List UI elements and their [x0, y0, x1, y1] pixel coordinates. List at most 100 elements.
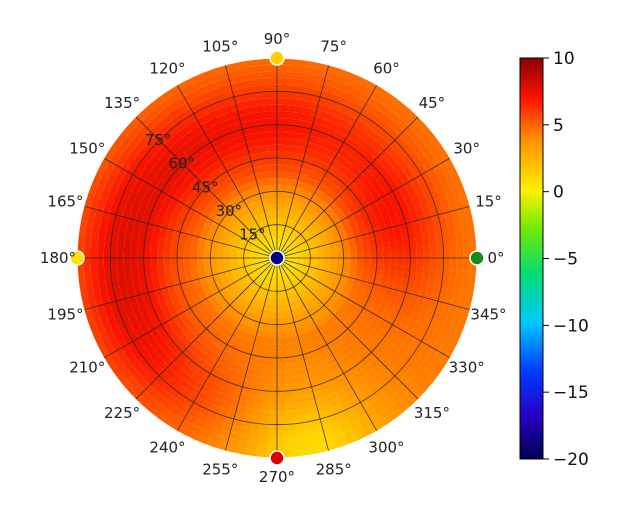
heat-cell — [170, 263, 178, 271]
heat-cell — [215, 193, 224, 203]
heat-cell — [276, 164, 282, 172]
heat-cell — [197, 290, 207, 299]
heat-cell — [257, 376, 266, 385]
heat-cell — [239, 192, 247, 201]
azimuth-label: 45° — [419, 94, 446, 112]
heat-cell — [285, 267, 291, 274]
heat-cell — [408, 270, 417, 280]
heat-cell — [120, 216, 129, 228]
heat-cell — [152, 225, 162, 235]
heat-cell — [268, 417, 279, 425]
heat-cell — [206, 192, 216, 201]
heat-cell — [277, 244, 280, 252]
heat-cell — [290, 228, 296, 236]
heat-cell — [305, 107, 317, 117]
heat-cell — [296, 274, 304, 281]
heat-cell — [274, 244, 276, 252]
heat-cell — [376, 251, 384, 258]
heat-cell — [303, 120, 314, 130]
heat-cell — [278, 271, 281, 278]
heat-cell — [204, 312, 214, 322]
heat-cell — [289, 249, 296, 254]
heat-cell — [298, 305, 305, 313]
heat-cell — [255, 71, 268, 80]
heat-cell — [334, 287, 343, 295]
heat-cell — [253, 362, 262, 371]
heat-cell — [261, 274, 267, 281]
heat-cell — [252, 194, 259, 203]
heat-cell — [163, 252, 171, 260]
heat-cell — [410, 249, 417, 258]
heat-cell — [266, 317, 272, 325]
heat-cell — [217, 248, 225, 253]
heat-cell — [230, 281, 239, 288]
heat-cell — [244, 232, 252, 239]
heat-cell — [118, 281, 128, 293]
heat-cell — [250, 259, 258, 262]
heat-cell — [356, 248, 364, 254]
heat-cell — [333, 310, 343, 320]
heat-cell — [255, 132, 265, 140]
heat-cell — [203, 287, 213, 296]
heat-cell — [236, 232, 244, 239]
heat-cell — [84, 277, 93, 291]
heat-cell — [236, 178, 245, 188]
heat-cell — [343, 253, 351, 258]
heat-cell — [318, 288, 326, 296]
heat-cell — [265, 364, 273, 372]
heat-cell — [330, 79, 344, 90]
heat-cell — [330, 281, 339, 289]
heat-cell — [225, 270, 233, 276]
heat-cell — [308, 299, 316, 307]
heat-cell — [321, 212, 329, 221]
heat-cell — [245, 231, 253, 238]
heat-cell — [123, 258, 131, 268]
heat-cell — [218, 221, 227, 229]
heat-cell — [277, 444, 290, 452]
heat-cell — [270, 263, 275, 271]
heat-cell — [263, 144, 272, 153]
heat-cell — [288, 228, 294, 235]
heat-cell — [282, 276, 286, 284]
heat-cell — [235, 222, 243, 230]
heat-cell — [323, 259, 331, 264]
heat-cell — [299, 211, 307, 219]
azimuth-label: 330° — [449, 359, 485, 377]
heat-cell — [248, 271, 255, 277]
heat-cell — [130, 265, 138, 275]
heat-cell — [252, 247, 259, 252]
heat-cell — [256, 270, 263, 277]
heat-cell — [277, 231, 280, 239]
heat-cell — [228, 431, 242, 441]
heat-cell — [283, 390, 294, 398]
heat-cell — [271, 171, 277, 179]
heat-cell — [290, 259, 297, 263]
heat-cell — [280, 246, 285, 253]
heat-cell — [285, 242, 291, 249]
heat-cell — [270, 245, 275, 253]
heat-cell — [284, 268, 289, 275]
heat-cell — [270, 377, 279, 385]
heat-cell — [227, 307, 236, 316]
heat-cell — [107, 213, 117, 226]
heat-cell — [281, 284, 285, 291]
heat-cell — [222, 279, 230, 286]
heat-cell — [456, 256, 464, 268]
heat-cell — [103, 248, 111, 260]
heat-cell — [90, 267, 99, 280]
heat-cell — [237, 263, 245, 267]
colorbar-tick-label: −10 — [553, 316, 589, 336]
heat-cell — [296, 258, 304, 261]
heat-cell — [318, 219, 326, 227]
heat-cell — [240, 226, 248, 234]
heat-cell — [293, 268, 300, 274]
heat-cell — [263, 138, 272, 146]
heat-cell — [311, 275, 319, 282]
heat-cell — [297, 273, 305, 279]
heat-cell — [243, 223, 251, 231]
heat-cell — [282, 249, 288, 255]
heat-cell — [217, 285, 226, 292]
heat-cell — [245, 221, 252, 229]
heat-cell — [289, 295, 295, 303]
heat-cell — [292, 230, 298, 238]
